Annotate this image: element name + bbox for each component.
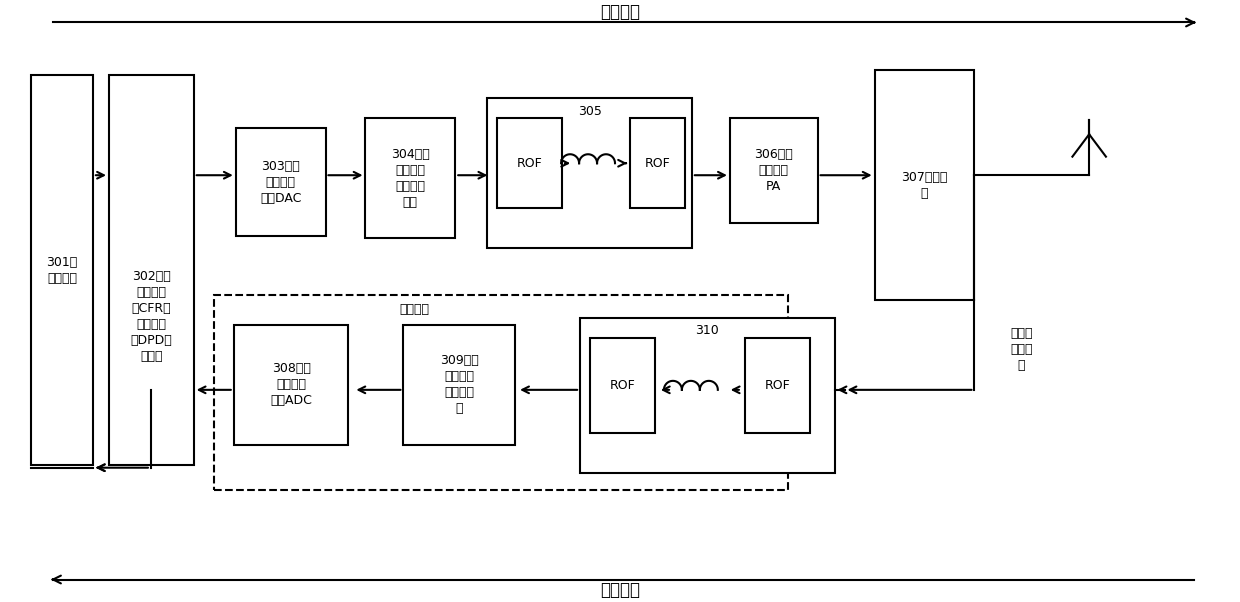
Bar — [233, 325, 348, 445]
Bar — [366, 119, 455, 238]
Text: 反馈链路: 反馈链路 — [399, 303, 429, 317]
Bar — [590, 338, 655, 433]
Bar — [213, 295, 787, 489]
Bar — [31, 75, 93, 465]
Text: 309、下
变频和反
馈电路单
元: 309、下 变频和反 馈电路单 元 — [440, 355, 479, 415]
Text: 反馈和
接收信
号: 反馈和 接收信 号 — [1011, 327, 1033, 373]
Bar — [630, 119, 684, 208]
Text: 上行链路: 上行链路 — [600, 582, 640, 600]
Text: 306、功
率放大器
PA: 306、功 率放大器 PA — [754, 148, 794, 193]
Text: 304、上
变频和小
信号放大
单元: 304、上 变频和小 信号放大 单元 — [391, 147, 430, 209]
Bar — [745, 338, 810, 433]
Text: 307、滤波
器: 307、滤波 器 — [901, 171, 947, 200]
Text: 302、波
峰因子降
低CFR和
数字预失
真DPD处
理单元: 302、波 峰因子降 低CFR和 数字预失 真DPD处 理单元 — [130, 270, 172, 363]
Bar — [403, 325, 515, 445]
Text: ROF: ROF — [764, 379, 790, 392]
Text: 303、数
字模拟转
化器DAC: 303、数 字模拟转 化器DAC — [260, 160, 301, 205]
Bar — [487, 98, 692, 248]
Text: 308、模
拟数字转
化器ADC: 308、模 拟数字转 化器ADC — [270, 362, 312, 408]
Bar — [497, 119, 562, 208]
Bar — [874, 70, 975, 300]
Bar — [730, 119, 817, 223]
Text: ROF: ROF — [610, 379, 635, 392]
Text: ROF: ROF — [645, 157, 671, 170]
Text: ROF: ROF — [517, 157, 543, 170]
Text: 下行链路: 下行链路 — [600, 2, 640, 20]
Text: 310: 310 — [696, 324, 719, 338]
Text: 305: 305 — [578, 105, 601, 118]
Bar — [109, 75, 193, 465]
Bar — [236, 128, 326, 236]
Text: 301、
基带信号: 301、 基带信号 — [46, 256, 78, 285]
Bar — [580, 318, 835, 473]
